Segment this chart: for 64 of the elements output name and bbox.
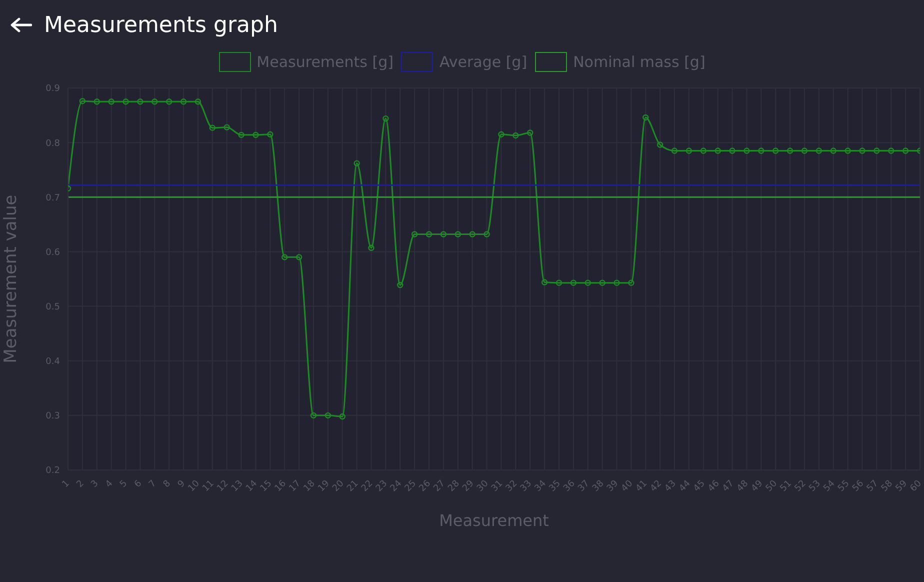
point <box>758 148 764 154</box>
point <box>584 280 591 286</box>
point <box>902 148 909 154</box>
point <box>152 98 158 105</box>
point <box>324 412 332 419</box>
point <box>94 98 100 105</box>
point <box>844 148 851 154</box>
point <box>484 231 490 238</box>
point <box>700 148 706 154</box>
point <box>224 124 230 130</box>
point <box>729 148 736 154</box>
point <box>570 280 577 286</box>
point <box>498 131 504 138</box>
point <box>354 160 360 166</box>
point <box>122 98 129 105</box>
point <box>656 142 664 148</box>
point <box>426 231 432 238</box>
point <box>556 280 562 286</box>
chart-title: Measurements graph <box>44 12 278 38</box>
point <box>816 148 822 154</box>
point <box>686 148 692 154</box>
point <box>469 231 476 238</box>
point <box>194 98 202 105</box>
point <box>339 413 346 420</box>
point <box>310 412 317 419</box>
point <box>671 148 678 154</box>
point <box>859 148 866 154</box>
point <box>397 282 404 288</box>
point <box>599 280 606 286</box>
legend-label: Measurements [g] <box>256 53 394 71</box>
point <box>252 132 259 138</box>
point <box>108 98 114 105</box>
point <box>786 148 794 154</box>
point <box>411 231 418 238</box>
legend-label: Nominal mass [g] <box>573 53 706 71</box>
point <box>296 254 302 260</box>
point <box>527 130 534 136</box>
point <box>512 132 519 139</box>
point <box>382 115 389 122</box>
point <box>137 98 144 105</box>
point <box>772 148 779 154</box>
point <box>801 148 808 154</box>
y-axis-title: Measurement value <box>1 194 22 364</box>
point <box>874 148 880 154</box>
point <box>628 280 634 286</box>
point <box>368 244 374 251</box>
point <box>79 98 86 104</box>
point <box>238 132 244 138</box>
point <box>714 148 721 154</box>
point <box>541 279 548 286</box>
point <box>744 148 750 154</box>
point <box>614 280 620 286</box>
point <box>209 124 216 131</box>
point <box>282 254 288 260</box>
point <box>180 98 187 105</box>
point <box>440 231 447 238</box>
legend-label: Average [g] <box>439 53 528 71</box>
point <box>267 131 274 138</box>
point <box>166 98 172 105</box>
x-axis-title: Measurement <box>439 511 549 530</box>
point <box>830 148 836 154</box>
point <box>642 114 649 121</box>
point <box>888 148 894 154</box>
point <box>454 231 461 238</box>
